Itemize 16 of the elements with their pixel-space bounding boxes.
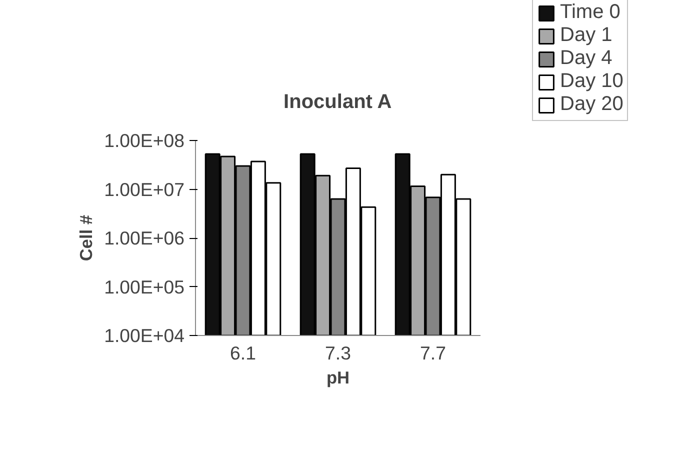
- y-tick-label: 1.00E+06: [104, 228, 185, 248]
- x-tick-label: 7.7: [420, 342, 446, 364]
- x-tick-label: 6.1: [230, 342, 256, 364]
- x-axis-title: pH: [326, 368, 350, 388]
- y-tick-label: 1.00E+05: [104, 276, 185, 298]
- legend-label: Day 10: [560, 70, 624, 93]
- legend-label: Day 4: [560, 47, 612, 70]
- chart-title: Inoculant A: [284, 91, 392, 113]
- y-tick-label: 1.00E+08: [104, 130, 185, 151]
- y-tick-label: 1.00E+04: [104, 325, 185, 346]
- x-tick-label: 7.3: [325, 342, 351, 364]
- y-tick-label: 1.00E+07: [104, 178, 185, 200]
- legend-label: Time 0: [560, 1, 620, 24]
- y-axis-title: Cell #: [76, 214, 96, 262]
- legend-label: Day 1: [560, 24, 612, 47]
- legend-label: Day 20: [560, 93, 624, 116]
